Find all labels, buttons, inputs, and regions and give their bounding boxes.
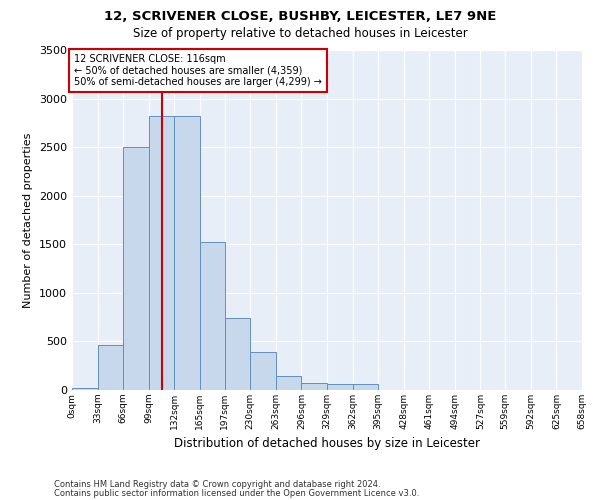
Bar <box>175 116 200 390</box>
Bar <box>200 242 224 390</box>
Y-axis label: Number of detached properties: Number of detached properties <box>23 132 34 308</box>
Text: Contains public sector information licensed under the Open Government Licence v3: Contains public sector information licen… <box>54 488 419 498</box>
Text: 12 SCRIVENER CLOSE: 116sqm
← 50% of detached houses are smaller (4,359)
50% of s: 12 SCRIVENER CLOSE: 116sqm ← 50% of deta… <box>74 54 322 87</box>
Bar <box>276 376 301 390</box>
Bar <box>98 346 123 390</box>
Bar <box>149 116 175 390</box>
Bar <box>353 384 378 390</box>
Text: 12, SCRIVENER CLOSE, BUSHBY, LEICESTER, LE7 9NE: 12, SCRIVENER CLOSE, BUSHBY, LEICESTER, … <box>104 10 496 23</box>
Text: Contains HM Land Registry data © Crown copyright and database right 2024.: Contains HM Land Registry data © Crown c… <box>54 480 380 489</box>
Bar <box>224 318 250 390</box>
Bar <box>123 147 149 390</box>
Text: Size of property relative to detached houses in Leicester: Size of property relative to detached ho… <box>133 28 467 40</box>
Bar <box>301 382 327 390</box>
Bar <box>250 352 276 390</box>
Bar <box>327 384 353 390</box>
Bar <box>72 388 98 390</box>
X-axis label: Distribution of detached houses by size in Leicester: Distribution of detached houses by size … <box>174 438 480 450</box>
